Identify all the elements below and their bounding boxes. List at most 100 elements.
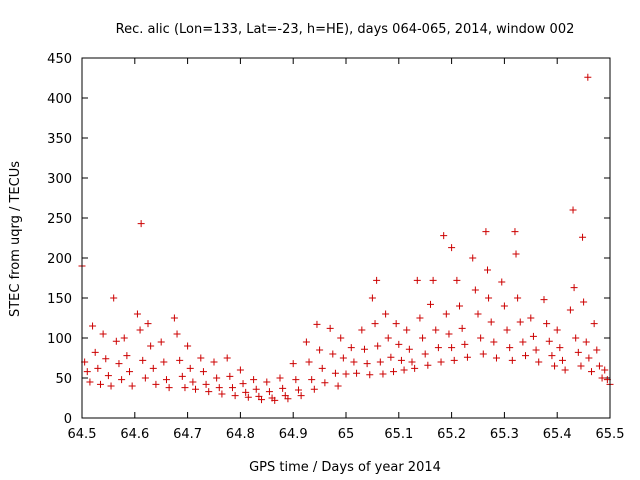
data-point-plus <box>434 344 442 352</box>
data-point-plus <box>96 380 104 388</box>
data-point-plus <box>416 314 424 322</box>
data-point-plus <box>337 334 345 342</box>
data-point-plus <box>162 376 170 384</box>
data-point-plus <box>463 353 471 361</box>
data-point-plus <box>289 360 297 368</box>
x-tick-label: 64.8 <box>226 427 255 442</box>
data-point-plus <box>484 266 492 274</box>
data-point-plus <box>147 342 155 350</box>
data-point-plus <box>405 345 413 353</box>
data-point-plus <box>448 244 456 252</box>
data-point-plus <box>577 362 585 370</box>
data-point-plus <box>334 382 342 390</box>
data-point-plus <box>118 376 126 384</box>
data-point-plus <box>366 371 374 379</box>
x-tick-label: 64.6 <box>120 427 149 442</box>
data-point-plus <box>574 348 582 356</box>
data-point-plus <box>318 364 326 372</box>
data-point-plus <box>350 358 358 366</box>
data-point-plus <box>181 384 189 392</box>
data-point-plus <box>448 344 456 352</box>
data-point-plus <box>601 366 609 374</box>
data-point-plus <box>292 376 300 384</box>
data-point-plus <box>498 278 506 286</box>
data-point-plus <box>429 276 437 284</box>
data-point-plus <box>271 396 279 404</box>
data-point-plus <box>189 378 197 386</box>
data-point-plus <box>548 352 556 360</box>
data-point-plus <box>308 376 316 384</box>
data-point-plus <box>165 384 173 392</box>
data-point-plus <box>492 354 500 362</box>
data-point-plus <box>419 334 427 342</box>
data-point-plus <box>570 284 578 292</box>
data-point-plus <box>374 342 382 350</box>
data-point-plus <box>392 320 400 328</box>
data-point-plus <box>133 310 141 318</box>
data-point-plus <box>540 296 548 304</box>
data-point-plus <box>310 385 318 393</box>
data-point-plus <box>316 346 324 354</box>
data-point-plus <box>339 354 347 362</box>
data-point-plus <box>258 396 266 404</box>
data-point-plus <box>371 320 379 328</box>
data-point-plus <box>126 368 134 376</box>
data-point-plus <box>160 358 168 366</box>
data-point-plus <box>239 380 247 388</box>
data-point-plus <box>411 364 419 372</box>
data-point-plus <box>226 372 234 380</box>
data-point-plus <box>471 286 479 294</box>
data-point-plus <box>89 322 97 330</box>
data-point-plus <box>170 314 178 322</box>
data-point-plus <box>379 370 387 378</box>
data-point-plus <box>397 356 405 364</box>
data-point-plus <box>553 326 561 334</box>
data-point-plus <box>469 254 477 262</box>
data-point-plus <box>294 386 302 394</box>
data-point-plus <box>569 206 577 214</box>
data-point-plus <box>585 354 593 362</box>
data-point-plus <box>535 358 543 366</box>
x-axis-title: GPS time / Days of year 2014 <box>249 460 441 475</box>
data-point-plus <box>561 366 569 374</box>
data-point-plus <box>558 356 566 364</box>
data-point-plus <box>500 302 508 310</box>
data-point-plus <box>456 302 464 310</box>
data-point-plus <box>115 360 123 368</box>
x-tick-label: 65.5 <box>596 427 625 442</box>
y-axis-title: STEC from uqrg / TECUs <box>8 161 23 317</box>
data-point-plus <box>485 294 493 302</box>
data-point-plus <box>512 250 520 258</box>
data-point-plus <box>506 344 514 352</box>
data-point-plus <box>387 353 395 361</box>
data-point-plus <box>551 362 559 370</box>
data-point-plus <box>421 350 429 358</box>
data-point-plus <box>176 356 184 364</box>
data-point-plus <box>197 354 205 362</box>
data-point-plus <box>329 350 337 358</box>
data-point-plus <box>139 356 147 364</box>
data-point-plus <box>432 326 440 334</box>
chart-title: Rec. alic (Lon=133, Lat=-23, h=HE), days… <box>116 22 575 37</box>
data-point-plus <box>223 354 231 362</box>
data-point-plus <box>595 362 603 370</box>
data-point-plus <box>579 233 587 241</box>
data-point-plus <box>445 330 453 338</box>
data-point-plus <box>107 382 115 390</box>
plot-frame <box>81 57 611 419</box>
data-point-plus <box>284 395 292 403</box>
data-point-plus <box>244 393 252 401</box>
data-point-plus <box>184 342 192 350</box>
data-point-plus <box>424 361 432 369</box>
data-point-plus <box>120 334 128 342</box>
data-point-plus <box>210 358 218 366</box>
data-point-plus <box>593 346 601 354</box>
data-point-plus <box>83 368 91 376</box>
data-point-plus <box>186 364 194 372</box>
data-point-plus <box>265 388 273 396</box>
data-point-plus <box>302 338 310 346</box>
data-point-plus <box>474 310 482 318</box>
data-point-plus <box>437 358 445 366</box>
data-point-plus <box>529 332 537 340</box>
